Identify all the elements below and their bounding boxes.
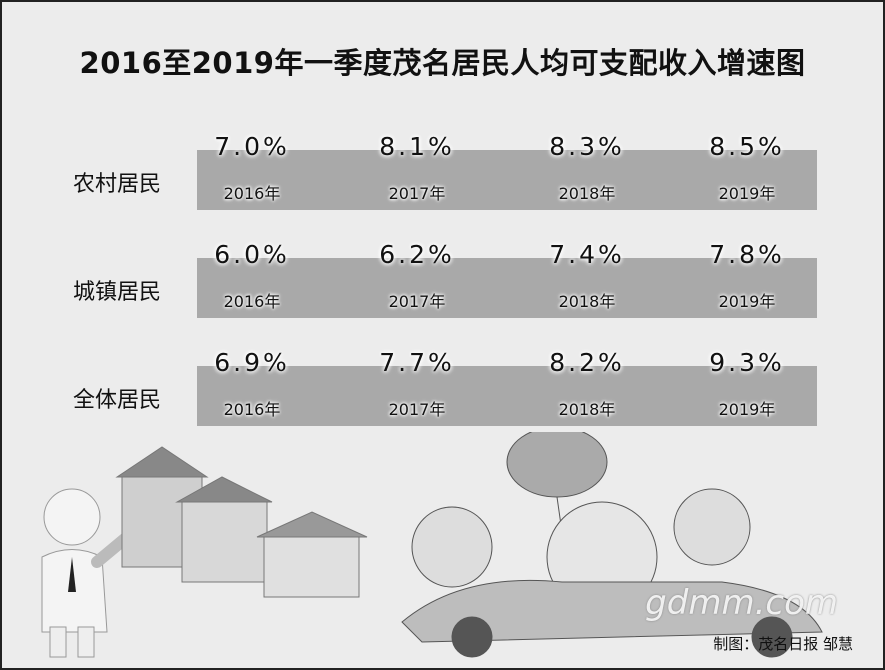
year-label: 2018年 xyxy=(558,184,616,203)
growth-rate: 8.1% xyxy=(379,132,455,161)
growth-rate: 7.8% xyxy=(709,240,785,269)
year-label: 2019年 xyxy=(718,292,776,311)
year-label: 2017年 xyxy=(388,184,446,203)
row-label: 全体居民 xyxy=(72,388,161,413)
title: 2016至2019年一季度茂名居民人均可支配收入增速图 xyxy=(79,46,806,80)
year-label: 2019年 xyxy=(718,400,776,419)
year-label: 2018年 xyxy=(558,292,616,311)
growth-rate: 6.2% xyxy=(379,240,455,269)
illustration xyxy=(41,432,823,658)
growth-rate: 6.0% xyxy=(214,240,290,269)
row-bar xyxy=(197,258,817,318)
year-label: 2019年 xyxy=(718,184,776,203)
year-label: 2016年 xyxy=(223,184,281,203)
credit: 制图：茂名日报 邹慧 xyxy=(713,635,853,653)
growth-rate: 6.9% xyxy=(214,348,290,377)
figure xyxy=(41,488,133,658)
growth-rate: 8.2% xyxy=(549,348,625,377)
row-bar xyxy=(197,366,817,426)
houses xyxy=(115,446,368,598)
growth-rate: 8.5% xyxy=(709,132,785,161)
growth-rate: 9.3% xyxy=(709,348,785,377)
year-label: 2017年 xyxy=(388,292,446,311)
row-bar xyxy=(197,150,817,210)
growth-rate: 8.3% xyxy=(549,132,625,161)
growth-rate: 7.7% xyxy=(379,348,455,377)
row-label: 城镇居民 xyxy=(72,280,161,305)
year-label: 2016年 xyxy=(223,400,281,419)
watermark: gdmm.com xyxy=(645,583,838,623)
growth-rate: 7.4% xyxy=(549,240,625,269)
year-label: 2016年 xyxy=(223,292,281,311)
children-car xyxy=(401,432,823,658)
year-label: 2017年 xyxy=(388,400,446,419)
row-label: 农村居民 xyxy=(72,172,161,197)
year-label: 2018年 xyxy=(558,400,616,419)
growth-rate: 7.0% xyxy=(214,132,290,161)
